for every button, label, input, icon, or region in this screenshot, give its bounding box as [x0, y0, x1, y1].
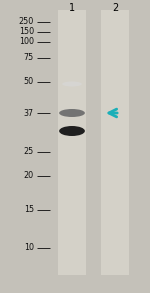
Bar — [58, 10, 86, 275]
Text: 50: 50 — [24, 78, 34, 86]
Text: 10: 10 — [24, 243, 34, 253]
Text: 100: 100 — [19, 38, 34, 47]
Text: 15: 15 — [24, 205, 34, 214]
Text: 250: 250 — [19, 18, 34, 26]
Text: 150: 150 — [19, 28, 34, 37]
Ellipse shape — [59, 109, 85, 117]
Text: 20: 20 — [24, 171, 34, 180]
Text: 1: 1 — [69, 3, 75, 13]
Ellipse shape — [59, 126, 85, 136]
Bar — [101, 10, 129, 275]
Text: 2: 2 — [112, 3, 118, 13]
Text: 37: 37 — [24, 108, 34, 117]
Text: 25: 25 — [24, 147, 34, 156]
Text: 75: 75 — [24, 54, 34, 62]
Ellipse shape — [62, 81, 82, 86]
